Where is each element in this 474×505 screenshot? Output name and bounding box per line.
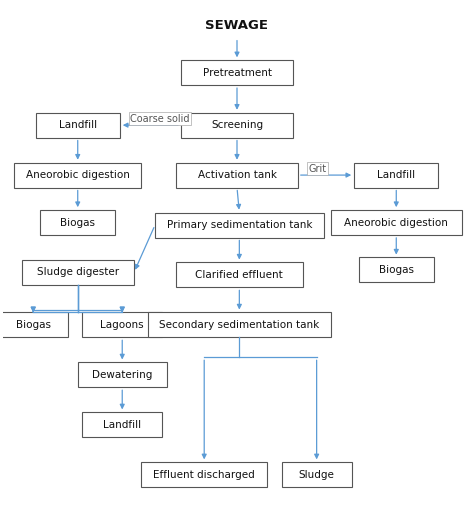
FancyBboxPatch shape [21, 260, 134, 285]
FancyBboxPatch shape [36, 113, 120, 138]
FancyBboxPatch shape [82, 313, 162, 337]
Text: Primary sedimentation tank: Primary sedimentation tank [166, 220, 312, 230]
FancyBboxPatch shape [148, 313, 331, 337]
Text: Landfill: Landfill [59, 120, 97, 130]
Text: Secondary sedimentation tank: Secondary sedimentation tank [159, 320, 319, 330]
Text: Lagoons: Lagoons [100, 320, 144, 330]
Text: Screening: Screening [211, 120, 263, 130]
FancyBboxPatch shape [155, 213, 324, 237]
FancyBboxPatch shape [15, 163, 141, 187]
FancyBboxPatch shape [282, 462, 352, 487]
Text: Sludge digester: Sludge digester [36, 268, 119, 277]
Text: Pretreatment: Pretreatment [202, 68, 272, 78]
FancyBboxPatch shape [354, 163, 438, 187]
Text: Coarse solid: Coarse solid [130, 114, 190, 124]
Text: Effluent discharged: Effluent discharged [153, 470, 255, 480]
FancyBboxPatch shape [331, 210, 462, 235]
Text: Biogas: Biogas [60, 218, 95, 228]
Text: Aneorobic digestion: Aneorobic digestion [344, 218, 448, 228]
Text: Activation tank: Activation tank [198, 170, 276, 180]
FancyBboxPatch shape [82, 412, 162, 437]
FancyBboxPatch shape [141, 462, 267, 487]
Text: Sludge: Sludge [299, 470, 335, 480]
Text: Biogas: Biogas [379, 265, 414, 275]
Text: Clarified effluent: Clarified effluent [195, 270, 283, 280]
Text: Dewatering: Dewatering [92, 370, 153, 380]
Text: Grit: Grit [309, 164, 327, 174]
Text: Biogas: Biogas [16, 320, 51, 330]
FancyBboxPatch shape [78, 363, 167, 387]
FancyBboxPatch shape [40, 210, 115, 235]
Text: SEWAGE: SEWAGE [206, 19, 268, 32]
FancyBboxPatch shape [359, 258, 434, 282]
Text: Landfill: Landfill [377, 170, 415, 180]
FancyBboxPatch shape [181, 60, 293, 85]
FancyBboxPatch shape [176, 263, 302, 287]
FancyBboxPatch shape [176, 163, 298, 187]
FancyBboxPatch shape [0, 313, 68, 337]
Text: Aneorobic digestion: Aneorobic digestion [26, 170, 130, 180]
FancyBboxPatch shape [181, 113, 293, 138]
Text: Landfill: Landfill [103, 420, 141, 430]
